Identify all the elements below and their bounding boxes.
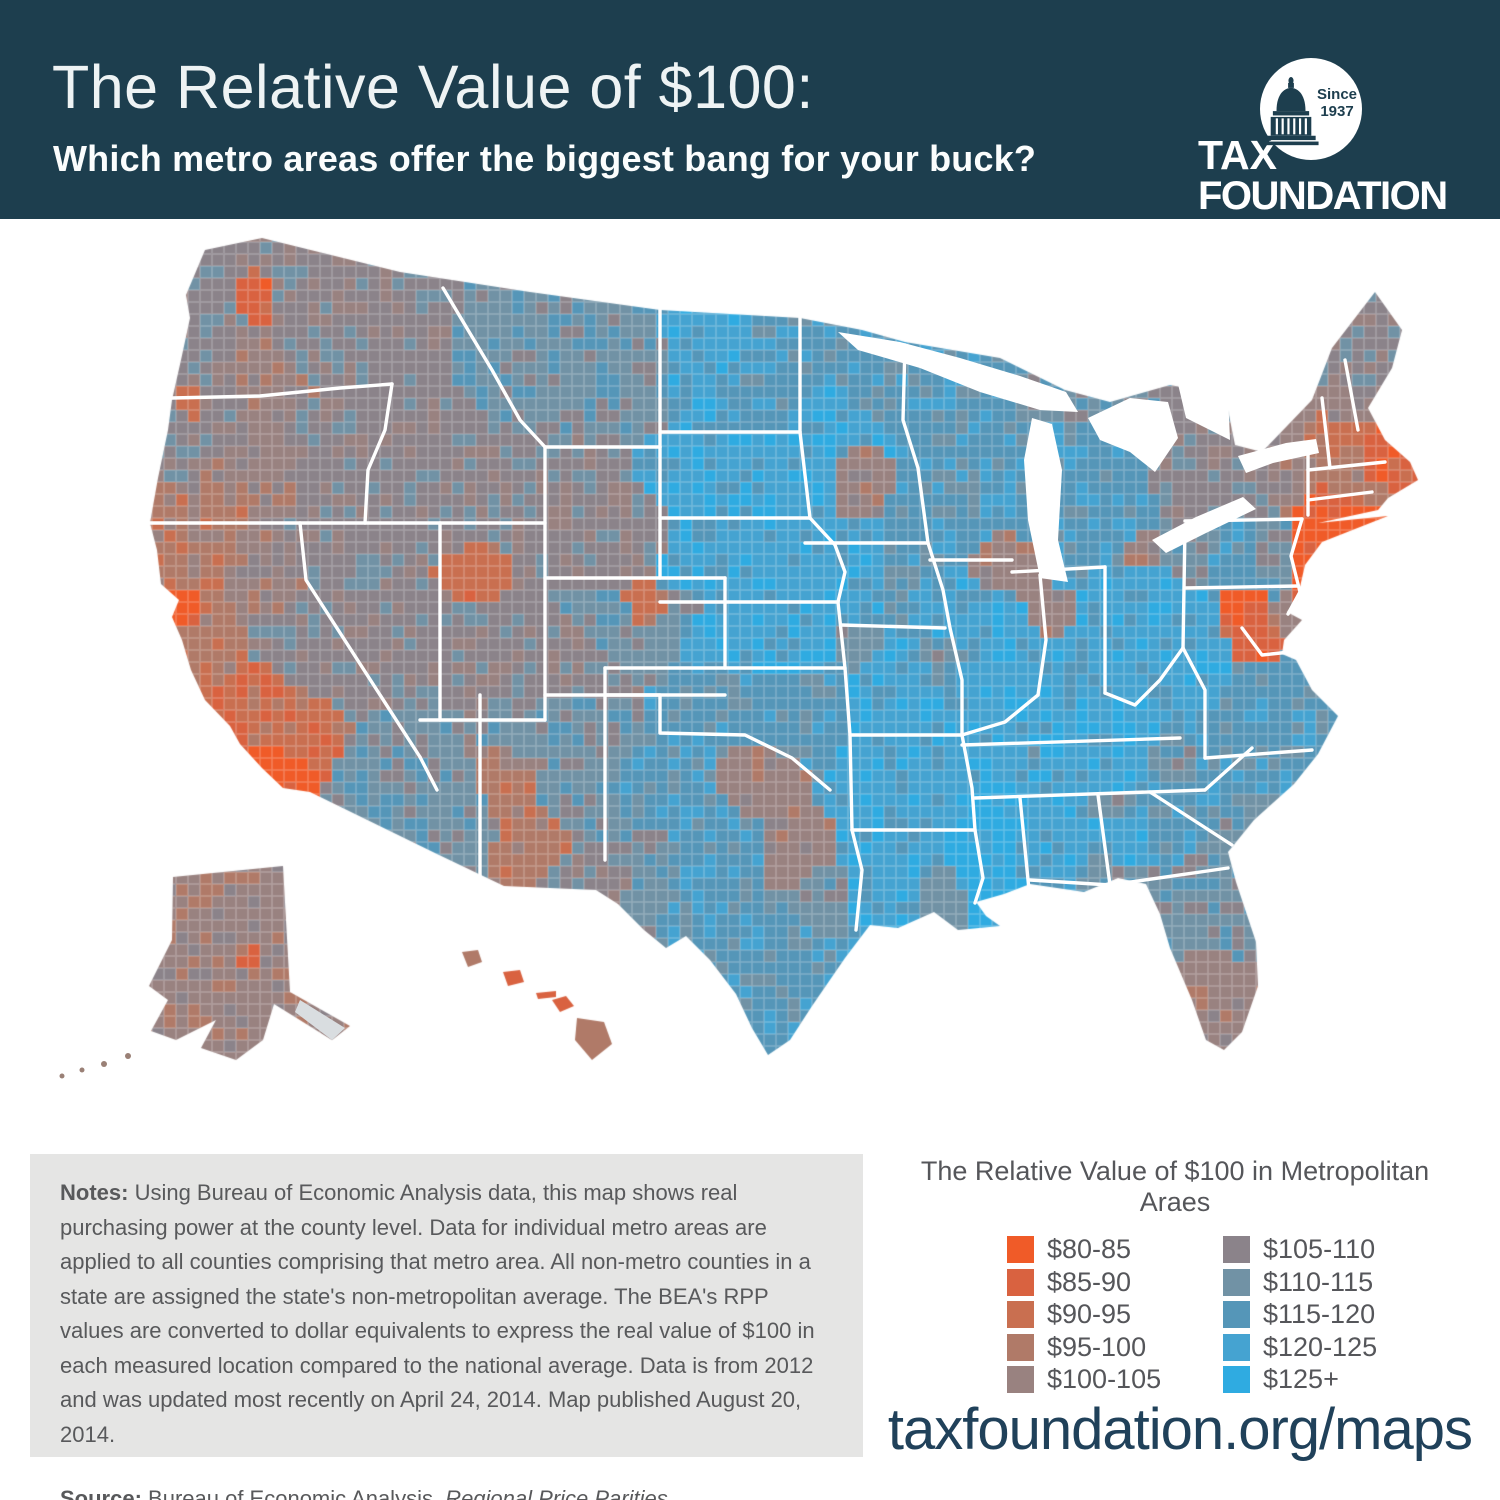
page-subtitle: Which metro areas offer the biggest bang… <box>53 138 1037 179</box>
legend-label: $100-105 <box>1047 1364 1162 1394</box>
legend-column: $80-85 $85-90 $90-95 $95-100 $100-105 <box>1007 1234 1162 1399</box>
legend-column: $105-110 $110-115 $115-120 $120-125 $125+ <box>1223 1234 1378 1399</box>
legend-item: $115-120 <box>1223 1299 1377 1329</box>
legend-swatch <box>1223 1236 1250 1263</box>
legend-label: $105-110 <box>1263 1234 1376 1264</box>
legend-swatch <box>1223 1333 1250 1361</box>
legend-label: $115-120 <box>1263 1299 1376 1329</box>
map-legend: The Relative Value of $100 in Metropolit… <box>890 1156 1460 1416</box>
notes-text: Notes: Using Bureau of Economic Analysis… <box>60 1180 815 1447</box>
legend-label: $90-95 <box>1047 1299 1132 1329</box>
capitol-dome-icon <box>1263 77 1319 146</box>
legend-swatch <box>1007 1366 1034 1393</box>
page-title: The Relative Value of $100: <box>52 53 814 121</box>
header: The Relative Value of $100: Which metro … <box>0 0 1500 219</box>
legend-swatch <box>1007 1236 1034 1263</box>
aleutian-islands-dots <box>59 1053 131 1079</box>
legend-item: $95-100 <box>1007 1331 1161 1362</box>
source-publication: Regional Price Parities. <box>445 1486 674 1500</box>
legend-label: $95-100 <box>1047 1331 1147 1362</box>
legend-label: $120-125 <box>1263 1331 1378 1362</box>
notes-box: Notes: Using Bureau of Economic Analysis… <box>30 1154 863 1500</box>
legend-swatch <box>1007 1301 1034 1328</box>
logo-circle: Since 1937 <box>1260 58 1362 160</box>
logo-since-text: Since 1937 <box>1317 86 1358 121</box>
logo-foundation-text: FOUNDATION <box>1198 174 1448 218</box>
legend-swatch <box>1223 1366 1250 1393</box>
alaska-glacier-shape <box>295 1000 345 1040</box>
legend-item: $120-125 <box>1223 1331 1378 1362</box>
site-url[interactable]: taxfoundation.org/maps <box>887 1397 1473 1462</box>
legend-item: $85-90 <box>1007 1266 1161 1297</box>
notes-label: Notes: <box>60 1180 129 1205</box>
legend-swatch <box>1223 1301 1250 1328</box>
legend-columns: $80-85 $85-90 $90-95 $95-100 $100-105 $105-11… <box>890 1234 1460 1416</box>
legend-swatch <box>1007 1268 1034 1296</box>
legend-item: $90-95 <box>1007 1299 1161 1329</box>
source-label: Source: <box>60 1486 142 1500</box>
legend-item: $105-110 <box>1223 1234 1377 1264</box>
logo-tax-text: TAX <box>1198 132 1277 178</box>
legend-label: $80-85 <box>1047 1234 1132 1264</box>
legend-title: The Relative Value of $100 in Metropolit… <box>920 1156 1430 1217</box>
legend-swatch <box>1223 1268 1250 1296</box>
source-text: Source: Bureau of Economic Analysis, Reg… <box>60 1482 833 1500</box>
legend-item: $100-105 <box>1007 1364 1162 1394</box>
legend-label: $85-90 <box>1047 1266 1132 1297</box>
legend-item: $80-85 <box>1007 1234 1161 1264</box>
legend-item: $125+ <box>1223 1364 1377 1394</box>
great-lakes-shapes <box>838 332 1319 582</box>
legend-label: $110-115 <box>1263 1266 1374 1297</box>
legend-label: $125+ <box>1263 1364 1339 1394</box>
tax-foundation-logo: TAX FOUNDATION <box>1198 54 1454 218</box>
state-border-lines <box>148 286 1387 932</box>
legend-item: $110-115 <box>1223 1266 1377 1297</box>
legend-swatch <box>1007 1333 1034 1361</box>
